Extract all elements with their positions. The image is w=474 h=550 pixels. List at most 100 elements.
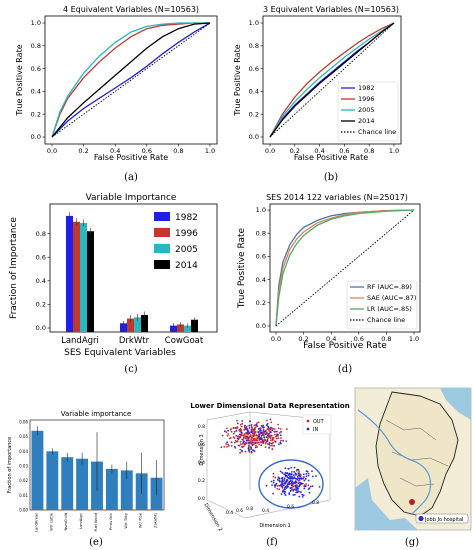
chart-c-ytick-label: 0.0 [36, 324, 46, 332]
scatter-point [290, 466, 292, 469]
chart-f-legend: OUT IN [302, 414, 332, 435]
scatter-point [283, 479, 286, 481]
scatter-point [288, 492, 291, 494]
scatter-point [268, 430, 271, 432]
chart-a-ytick-label: 0.8 [31, 42, 41, 50]
chart-d-lines [275, 209, 415, 327]
scatter-point [239, 451, 242, 454]
scatter-point [283, 477, 286, 480]
scatter-point [242, 441, 245, 444]
series-line-2014 [269, 22, 395, 138]
panel-e: Variable importance 0.00 0.01 0.02 0.03 0.04… [7, 410, 165, 548]
chart-b-ytick-label: 0.2 [249, 110, 259, 118]
chart-b-ylabel: True Positive Rate [233, 44, 242, 116]
scatter-point [305, 475, 308, 478]
chart-d-xtick-label: 0.2 [298, 335, 308, 343]
scatter-point [229, 437, 232, 439]
scatter-point [293, 493, 296, 496]
bar-prnts-occ [105, 468, 118, 510]
series-line-1982 [51, 22, 211, 138]
chart-e-ytick-label: 0.00 [19, 508, 28, 513]
bar-cowgoat-1996 [177, 324, 184, 332]
scatter-point [232, 436, 235, 439]
chart-b-xtick-label: 0.6 [339, 147, 349, 155]
scatter-point [273, 484, 276, 487]
legend-label-chance-line: Chance line [367, 316, 405, 324]
scatter-point [270, 431, 272, 434]
chart-b-ytick-label: 1.0 [249, 19, 259, 27]
bar-drkwtr-2014 [141, 315, 148, 332]
chart-c-category-cowgoat: CowGoat [165, 336, 204, 346]
scatter-point [255, 438, 257, 441]
scatter-point [274, 428, 276, 430]
scatter-point [247, 444, 250, 447]
scatter-point [291, 475, 293, 478]
bar-landagri-2005 [80, 222, 87, 332]
scatter-point [235, 429, 238, 432]
scatter-point [247, 433, 250, 436]
caption-c: (c) [124, 364, 138, 375]
series-line-chance-line [269, 22, 395, 138]
scatter-point [278, 484, 281, 487]
scatter-point [298, 490, 300, 493]
scatter-point [273, 444, 275, 447]
scatter-point [284, 488, 286, 491]
scatter-point [223, 430, 226, 433]
scatter-point [305, 472, 308, 475]
scatter-point [273, 430, 276, 433]
scatter-point [223, 445, 226, 448]
scatter-point [288, 468, 290, 470]
chart-c-ytick-label: 0.4 [36, 277, 46, 285]
series-line-chance-line [275, 209, 415, 327]
scatter-point [298, 470, 300, 472]
scatter-point [264, 433, 267, 436]
legend-label-1996: 1996 [358, 95, 375, 103]
chart-b-ytick-label: 0.4 [249, 88, 259, 96]
scatter-point [262, 432, 265, 435]
scatter-point [282, 484, 285, 487]
chart-b-lines [269, 22, 395, 138]
scatter-point [254, 439, 256, 442]
legend-label-1996: 1996 [175, 229, 198, 239]
scatter-point [256, 446, 258, 448]
scatter-point [277, 476, 280, 479]
chart-a-xtick-label: 1.0 [205, 147, 215, 155]
chart-e-ytick-label: 0.05 [19, 434, 28, 439]
scatter-point [247, 441, 250, 444]
scatter-point [293, 476, 296, 478]
scatter-point [266, 443, 269, 445]
map-pin-icon [418, 515, 424, 522]
scatter-point [284, 473, 287, 476]
scatter-point [270, 442, 273, 445]
scatter-point [248, 449, 250, 452]
scatter-point [278, 432, 281, 434]
scatter-point [250, 448, 253, 451]
scatter-point [283, 492, 286, 495]
scatter-point [237, 438, 240, 441]
scatter-point [263, 436, 266, 439]
scatter-point [256, 422, 258, 424]
scatter-point [266, 422, 269, 425]
scatter-point [315, 475, 317, 477]
scatter-point [260, 425, 263, 427]
scatter-point [295, 473, 298, 476]
scatter-point [281, 485, 284, 488]
chart-f-ytick-label: 0.8 [246, 506, 253, 512]
scatter-point [270, 439, 272, 442]
scatter-point [245, 442, 248, 444]
chart-d-xtick-label: 0.4 [326, 335, 336, 343]
scatter-point [256, 425, 259, 427]
legend-swatch-in [306, 427, 310, 431]
chart-d-legend: RF (AUC=.89) SAE (AUC=.87) LR (AUC=.85) Cha… [346, 280, 418, 330]
scatter-point [271, 427, 274, 430]
scatter-point [308, 491, 311, 494]
scatter-point [249, 420, 252, 423]
map-river [357, 409, 432, 515]
scatter-point [248, 436, 250, 438]
scatter-point [250, 438, 253, 441]
scatter-point [290, 471, 293, 473]
scatter-point [252, 437, 255, 440]
scatter-point [272, 472, 275, 475]
scatter-point [266, 419, 268, 422]
scatter-point [249, 440, 252, 442]
